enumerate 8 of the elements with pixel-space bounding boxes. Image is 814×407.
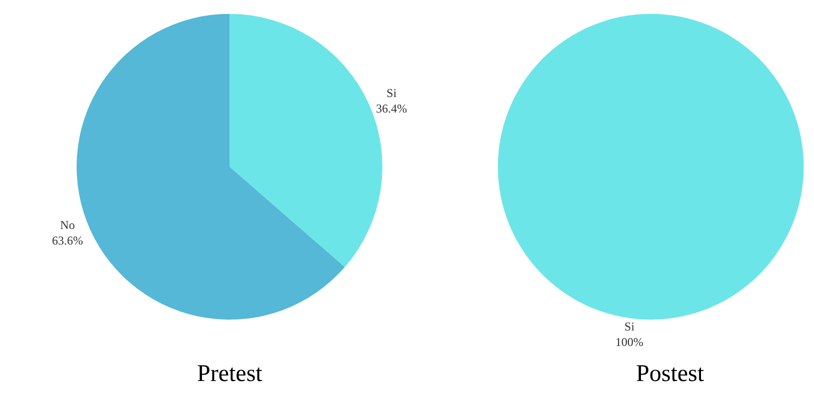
data-label: 63.6% xyxy=(52,233,83,248)
text: Postest xyxy=(636,361,704,387)
data-label: 100% xyxy=(615,335,644,350)
data-label: 36.4% xyxy=(376,102,408,116)
slice-label: No xyxy=(60,218,75,232)
slice-label: Si xyxy=(624,320,636,334)
text: Pretest xyxy=(197,361,263,387)
slice-label: Si xyxy=(386,86,398,100)
